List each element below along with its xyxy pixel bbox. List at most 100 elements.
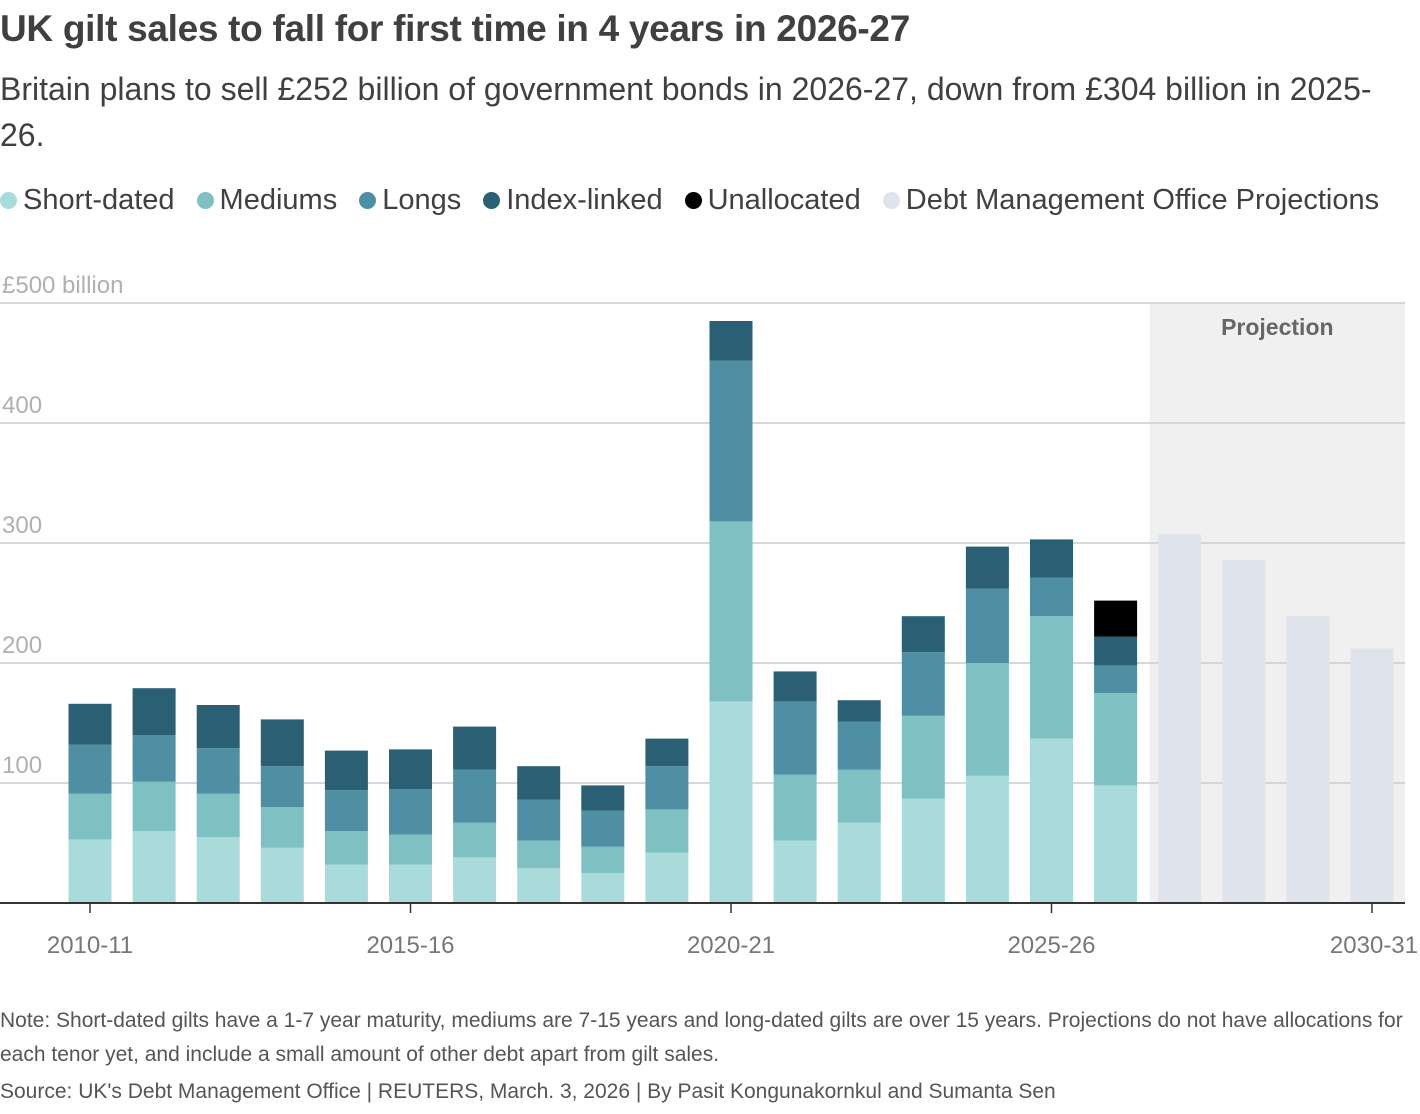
bar-segment (581, 785, 625, 811)
bar-segment (324, 864, 368, 903)
bar-segment (196, 705, 240, 749)
bar-segment (581, 846, 625, 873)
bar-segment (709, 701, 753, 903)
legend-label-projections: Debt Management Office Projections (905, 184, 1380, 216)
bar-segment (453, 857, 497, 903)
bar-segment (517, 799, 561, 841)
bar-segment (645, 809, 689, 853)
bar-segment (196, 748, 240, 794)
chart-title: UK gilt sales to fall for first time in … (0, 8, 910, 49)
bar-segment (260, 847, 304, 903)
bar-segment (1030, 738, 1073, 903)
y-tick-label: 400 (2, 392, 42, 419)
bar-segment (1094, 665, 1138, 693)
y-tick-label: 100 (2, 752, 42, 779)
bar-segment (901, 616, 945, 653)
bar-segment (901, 652, 945, 716)
bar-segment (453, 769, 497, 823)
bar-segment (965, 775, 1009, 903)
y-tick-label: £500 billion (2, 272, 123, 299)
bar-segment (1030, 616, 1073, 739)
chart-subtitle: Britain plans to sell £252 billion of go… (0, 71, 1372, 153)
bar-segment (645, 766, 689, 810)
legend-item-longs: Longs (359, 184, 461, 217)
bar-segment (773, 774, 817, 841)
legend-swatch-longs (359, 192, 377, 209)
bar-segment (1158, 534, 1202, 903)
bar-segment (773, 701, 817, 775)
bar-segment (837, 769, 881, 823)
bar-segment (260, 807, 304, 848)
bar-segment (837, 700, 881, 722)
legend-label-index-linked: Index-linked (506, 184, 663, 216)
legend-swatch-index-linked (483, 192, 501, 209)
bar-segment (1030, 539, 1073, 578)
legend-swatch-projections (882, 192, 900, 209)
bar-segment (1094, 600, 1138, 637)
bar-segment (1094, 636, 1138, 666)
bar-segment (68, 703, 112, 745)
chart-source: Source: UK's Debt Management Office | RE… (0, 1080, 1056, 1103)
bar-segment (453, 822, 497, 858)
bar-segment (581, 810, 625, 847)
bar-segment (517, 766, 561, 800)
bar-segment (260, 719, 304, 767)
legend-label-longs: Longs (382, 184, 462, 216)
legend-swatch-mediums (196, 192, 214, 209)
bar-segment (1094, 693, 1138, 786)
bar-segment (965, 588, 1009, 663)
legend-item-mediums: Mediums (196, 184, 338, 217)
bar-segment (132, 688, 176, 735)
bar-segment (837, 721, 881, 770)
chart-note: Note: Short-dated gilts have a 1-7 year … (0, 1009, 1403, 1066)
bar-segment (1222, 559, 1266, 903)
bar-segment (260, 766, 304, 807)
bar-segment (389, 789, 432, 835)
bar-segment (837, 822, 881, 903)
bar-segment (773, 671, 817, 702)
x-tick-label: 2025-26 (1007, 932, 1095, 959)
bar-segment (709, 321, 753, 361)
y-tick-label: 300 (2, 512, 42, 539)
bar-segment (709, 521, 753, 702)
bar-segment (1094, 785, 1138, 903)
bar-segment (965, 663, 1009, 776)
legend-label-unallocated: Unallocated (707, 184, 861, 216)
bar-segment (132, 781, 176, 831)
bar-segment (68, 793, 112, 840)
bar-segment (324, 790, 368, 831)
legend-item-projections: Debt Management Office Projections (882, 184, 1380, 217)
x-tick-label: 2015-16 (366, 932, 454, 959)
legend-item-index-linked: Index-linked (483, 184, 663, 217)
projection-label: Projection (1221, 314, 1333, 340)
bar-segment (709, 360, 753, 522)
bar-segment (196, 793, 240, 837)
bar-segment (132, 831, 176, 903)
bar-segment (773, 840, 817, 903)
bar-segment (196, 837, 240, 903)
legend-item-short-dated: Short-dated (0, 184, 175, 217)
bar-segment (581, 873, 625, 903)
y-tick-label: 200 (2, 632, 42, 659)
x-tick-label: 2010-11 (47, 932, 133, 959)
legend-label-mediums: Mediums (219, 184, 338, 216)
bar-segment (389, 749, 432, 789)
bar-segment (1350, 648, 1394, 903)
bar-segment (1030, 577, 1073, 617)
bar-segment (645, 738, 689, 767)
bar-segment (901, 715, 945, 799)
bar-segment (453, 726, 497, 770)
bar-segment (517, 868, 561, 903)
bar-segment (645, 852, 689, 903)
bar-segment (68, 744, 112, 794)
legend-item-unallocated: Unallocated (684, 184, 861, 217)
bar-segment (1286, 616, 1330, 903)
legend: Short-dated Mediums Longs Index-linked U… (0, 184, 1379, 217)
legend-swatch-short-dated (0, 192, 17, 209)
x-tick-label: 2030-31 (1330, 932, 1418, 959)
bar-segment (389, 834, 432, 865)
bar-segment (132, 735, 176, 782)
bar-segment (901, 798, 945, 903)
bar-segment (68, 839, 112, 903)
x-tick-label: 2020-21 (687, 932, 775, 959)
